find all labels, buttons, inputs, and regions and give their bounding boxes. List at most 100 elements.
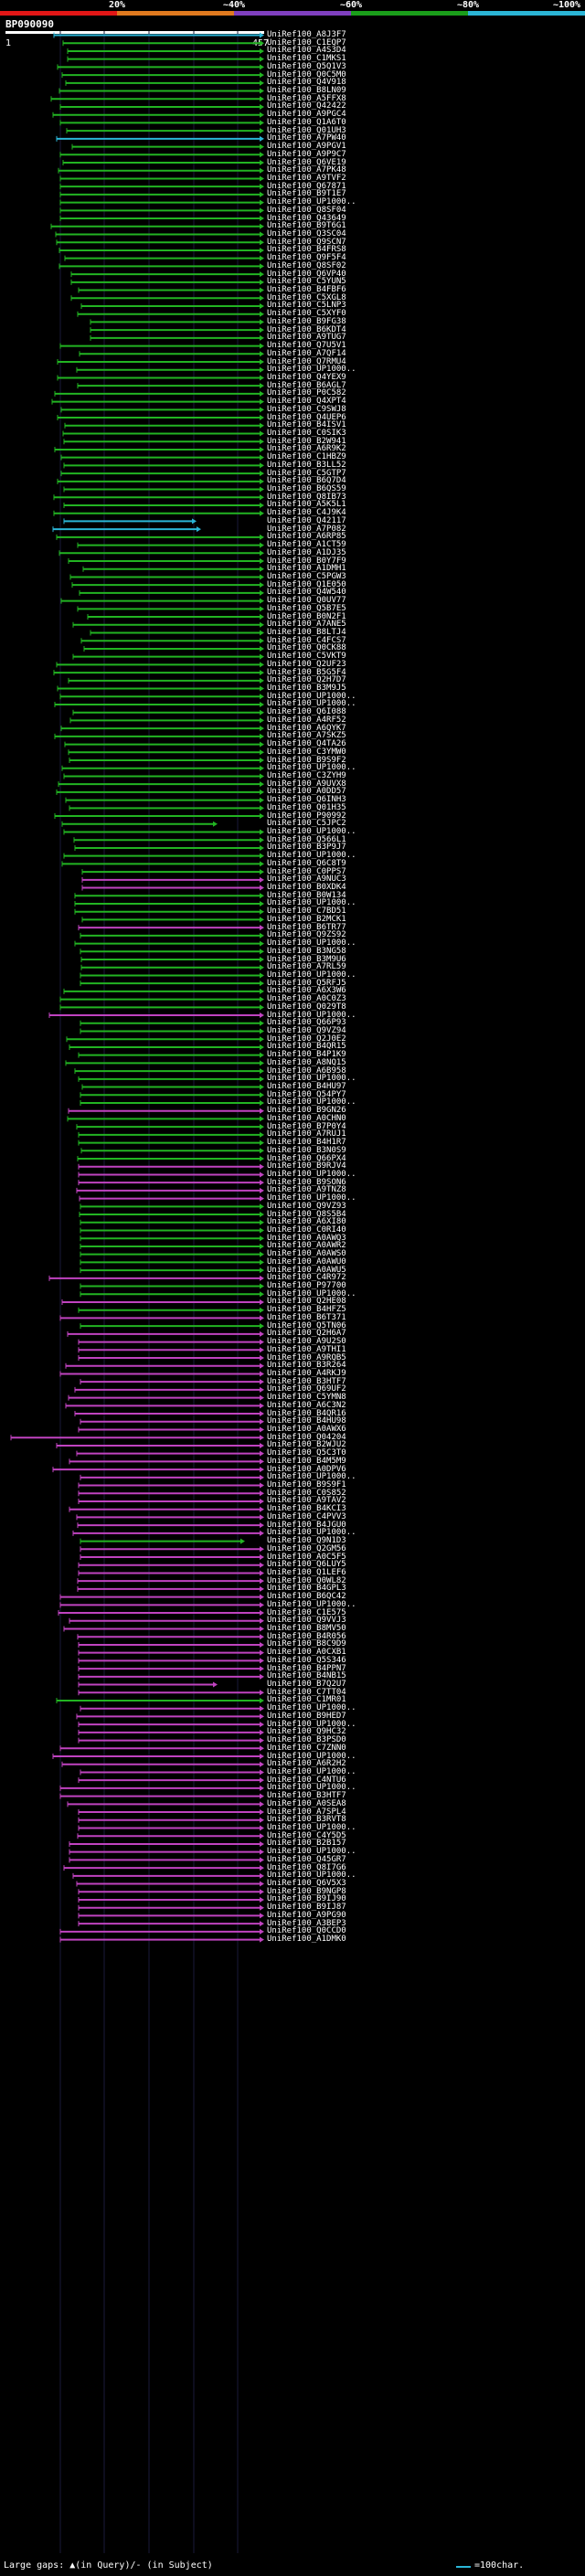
- hit-id[interactable]: UniRef100_C4J9K4: [267, 508, 346, 518]
- hit-id[interactable]: UniRef100_Q0CCD0: [267, 1926, 346, 1936]
- hit-id[interactable]: UniRef100_B2WJU2: [267, 1440, 346, 1450]
- hit-id[interactable]: UniRef100_C4Y5D5: [267, 1830, 346, 1840]
- hit-id[interactable]: UniRef100_C7BD51: [267, 906, 346, 917]
- hit-id[interactable]: UniRef100_A9UVX8: [267, 779, 346, 789]
- hit-id[interactable]: UniRef100_B3P9J7: [267, 843, 346, 853]
- hit-id[interactable]: UniRef100_B7P0Y4: [267, 1121, 346, 1131]
- hit-id[interactable]: UniRef100_A9TNZ8: [267, 1185, 346, 1195]
- hit-id[interactable]: UniRef100_Q4W540: [267, 588, 346, 598]
- hit-id[interactable]: UniRef100_Q7U5V1: [267, 341, 346, 351]
- hit-id[interactable]: UniRef100_B6TR77: [267, 922, 346, 932]
- hit-id[interactable]: UniRef100_B3LL52: [267, 460, 346, 470]
- hit-id[interactable]: UniRef100_B3PSD0: [267, 1735, 346, 1745]
- hit-id[interactable]: UniRef100_B3M9U6: [267, 954, 346, 964]
- hit-id[interactable]: UniRef100_A0DD57: [267, 787, 346, 797]
- hit-id[interactable]: UniRef100_B6AGL7: [267, 380, 346, 390]
- hit-id[interactable]: UniRef100_A7PW40: [267, 133, 346, 143]
- hit-id[interactable]: UniRef100_Q5S346: [267, 1655, 346, 1665]
- hit-id[interactable]: UniRef100_B0W134: [267, 890, 346, 900]
- hit-id[interactable]: UniRef100_B3HTF7: [267, 1376, 346, 1386]
- hit-id[interactable]: UniRef100_B7Q2U7: [267, 1680, 346, 1690]
- hit-id[interactable]: UniRef100_UP1000..: [267, 1288, 356, 1299]
- hit-id[interactable]: UniRef100_B0N2F1: [267, 611, 346, 621]
- hit-id[interactable]: UniRef100_A9RQB5: [267, 1352, 346, 1362]
- hit-id[interactable]: UniRef100_Q8IB73: [267, 492, 346, 502]
- hit-id[interactable]: UniRef100_B4HU97: [267, 1082, 346, 1092]
- hit-id[interactable]: UniRef100_UP1000..: [267, 699, 356, 709]
- hit-id[interactable]: UniRef100_B6QS59: [267, 484, 346, 494]
- hit-id[interactable]: UniRef100_Q2H6A7: [267, 1329, 346, 1339]
- hit-id[interactable]: UniRef100_Q6INH3: [267, 795, 346, 805]
- hit-id[interactable]: UniRef100_A7SKZ5: [267, 731, 346, 741]
- hit-id[interactable]: UniRef100_A7PK48: [267, 165, 346, 175]
- hit-id[interactable]: UniRef100_B3N0S9: [267, 1145, 346, 1155]
- hit-id[interactable]: UniRef100_A0CHN0: [267, 1113, 346, 1123]
- hit-id[interactable]: UniRef100_A0CXB1: [267, 1648, 346, 1658]
- hit-id[interactable]: UniRef100_A6RP85: [267, 532, 346, 542]
- hit-id[interactable]: UniRef100_C1MKS1: [267, 54, 346, 64]
- hit-id[interactable]: UniRef100_Q5TN06: [267, 1320, 346, 1330]
- hit-id[interactable]: UniRef100_A7RL59: [267, 962, 346, 972]
- hit-id[interactable]: UniRef100_UP1000..: [267, 1169, 356, 1179]
- hit-id[interactable]: UniRef100_Q67871: [267, 181, 346, 191]
- hit-id[interactable]: UniRef100_B9IJ87: [267, 1903, 346, 1913]
- hit-id[interactable]: UniRef100_C4FCS7: [267, 635, 346, 645]
- hit-id[interactable]: UniRef100_B9IJ90: [267, 1894, 346, 1904]
- hit-id[interactable]: UniRef100_B3M9J5: [267, 684, 346, 694]
- hit-id[interactable]: UniRef100_Q6VE19: [267, 157, 346, 167]
- hit-id[interactable]: UniRef100_B9T6G1: [267, 221, 346, 231]
- hit-id[interactable]: UniRef100_B6QC42: [267, 1592, 346, 1602]
- hit-id[interactable]: UniRef100_A7ANE5: [267, 620, 346, 630]
- hit-id[interactable]: UniRef100_Q8S5B4: [267, 1209, 346, 1219]
- hit-id[interactable]: UniRef100_A1DJ35: [267, 547, 346, 557]
- hit-id[interactable]: UniRef100_Q0UV77: [267, 596, 346, 606]
- hit-id[interactable]: UniRef100_C1MR01: [267, 1695, 346, 1705]
- hit-id[interactable]: UniRef100_Q66P93: [267, 1018, 346, 1028]
- hit-id[interactable]: UniRef100_B6T371: [267, 1312, 346, 1322]
- hit-id[interactable]: UniRef100_B0Y7F9: [267, 556, 346, 566]
- hit-id[interactable]: UniRef100_B9FG38: [267, 316, 346, 326]
- hit-id[interactable]: UniRef100_B4PPN7: [267, 1663, 346, 1673]
- hit-id[interactable]: UniRef100_C0RI40: [267, 1225, 346, 1235]
- hit-id[interactable]: UniRef100_B4M5M9: [267, 1456, 346, 1466]
- hit-id[interactable]: UniRef100_A9U2S0: [267, 1337, 346, 1347]
- hit-id[interactable]: UniRef100_Q5Q1V3: [267, 61, 346, 71]
- hit-id[interactable]: UniRef100_C5PGW3: [267, 571, 346, 581]
- hit-id[interactable]: UniRef100_UP1000..: [267, 1472, 356, 1482]
- hit-id[interactable]: UniRef100_A6B958: [267, 1065, 346, 1076]
- hit-id[interactable]: UniRef100_Q4UEP6: [267, 412, 346, 422]
- hit-id[interactable]: UniRef100_B9RJV4: [267, 1161, 346, 1171]
- hit-id[interactable]: UniRef100_Q6VP40: [267, 269, 346, 279]
- hit-id[interactable]: UniRef100_UP1000..: [267, 1719, 356, 1729]
- hit-id[interactable]: UniRef100_A9TVF2: [267, 173, 346, 183]
- hit-id[interactable]: UniRef100_Q9F5F4: [267, 253, 346, 263]
- hit-id[interactable]: UniRef100_Q6I088: [267, 707, 346, 717]
- hit-id[interactable]: UniRef100_A9TUG7: [267, 333, 346, 343]
- hit-id[interactable]: UniRef100_A0C0Z3: [267, 994, 346, 1004]
- hit-id[interactable]: UniRef100_C3ZYH9: [267, 770, 346, 780]
- hit-id[interactable]: UniRef100_A1DMH1: [267, 564, 346, 574]
- hit-id[interactable]: UniRef100_Q4XPT4: [267, 397, 346, 407]
- hit-id[interactable]: UniRef100_B4FBF6: [267, 285, 346, 295]
- hit-id[interactable]: UniRef100_A6R9K2: [267, 444, 346, 454]
- hit-id[interactable]: UniRef100_Q566L1: [267, 834, 346, 844]
- hit-id[interactable]: UniRef100_P0C582: [267, 388, 346, 398]
- hit-id[interactable]: UniRef100_Q2J0E2: [267, 1034, 346, 1044]
- hit-id[interactable]: UniRef100_B3R264: [267, 1361, 346, 1371]
- hit-id[interactable]: UniRef100_Q5RFJ5: [267, 978, 346, 988]
- hit-id[interactable]: UniRef100_B8LN09: [267, 86, 346, 96]
- hit-id[interactable]: UniRef100_Q2HE08: [267, 1297, 346, 1307]
- hit-id[interactable]: UniRef100_A9TAV2: [267, 1496, 346, 1506]
- hit-id[interactable]: UniRef100_UP1000..: [267, 1074, 356, 1084]
- hit-id[interactable]: UniRef100_UP1000..: [267, 827, 356, 836]
- hit-id[interactable]: UniRef100_B6Q7D4: [267, 476, 346, 486]
- hit-id[interactable]: UniRef100_A0DPV6: [267, 1464, 346, 1474]
- hit-id[interactable]: UniRef100_Q0WL82: [267, 1575, 346, 1585]
- hit-id[interactable]: UniRef100_Q4TA26: [267, 739, 346, 749]
- hit-id[interactable]: UniRef100_Q1E050: [267, 579, 346, 589]
- hit-id[interactable]: UniRef100_Q54PY7: [267, 1089, 346, 1099]
- hit-id[interactable]: UniRef100_B9T1E7: [267, 189, 346, 199]
- hit-id[interactable]: UniRef100_A6X3W6: [267, 986, 346, 996]
- hit-id[interactable]: UniRef100_Q3SC04: [267, 229, 346, 239]
- hit-id[interactable]: UniRef100_B4KCI3: [267, 1504, 346, 1514]
